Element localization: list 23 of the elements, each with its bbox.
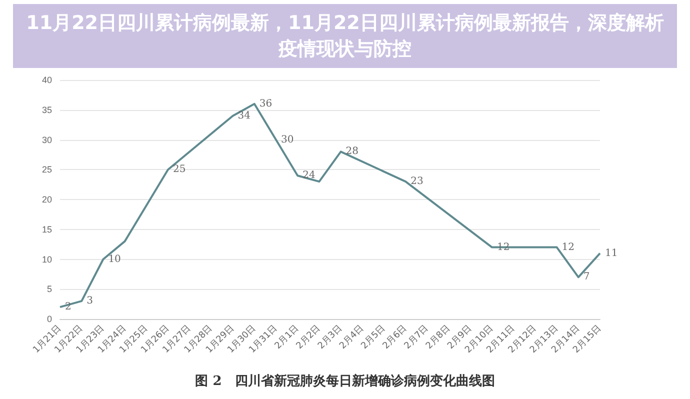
y-tick-label: 35 <box>42 104 52 115</box>
y-tick-label: 25 <box>42 164 52 175</box>
caption: 图 2 四川省新冠肺炎每日新增确诊病例变化曲线图 <box>195 373 495 389</box>
y-tick-label: 20 <box>42 194 52 204</box>
data-label: 36 <box>259 98 272 110</box>
data-label: 30 <box>281 134 294 146</box>
data-label: 7 <box>583 272 590 283</box>
y-tick-label: 15 <box>42 224 52 234</box>
data-label: 25 <box>173 164 186 176</box>
y-tick-label: 40 <box>42 75 52 85</box>
y-tick-label: 5 <box>46 284 52 294</box>
data-label: 28 <box>346 146 359 158</box>
data-label: 12 <box>562 242 575 253</box>
data-label: 23 <box>410 176 424 188</box>
data-label: 24 <box>302 170 316 182</box>
y-tick-label: 10 <box>42 254 52 264</box>
y-tick-label: 0 <box>46 314 52 324</box>
y-tick-label: 30 <box>42 134 52 145</box>
chart-title: 11月22日四川累计病例最新，11月22日四川累计病例最新报告，深度解析疫情现状与防控 <box>26 12 664 60</box>
data-label: 34 <box>238 110 251 122</box>
data-label: 11 <box>605 248 618 259</box>
data-label: 3 <box>86 296 93 307</box>
data-label: 10 <box>108 254 121 265</box>
